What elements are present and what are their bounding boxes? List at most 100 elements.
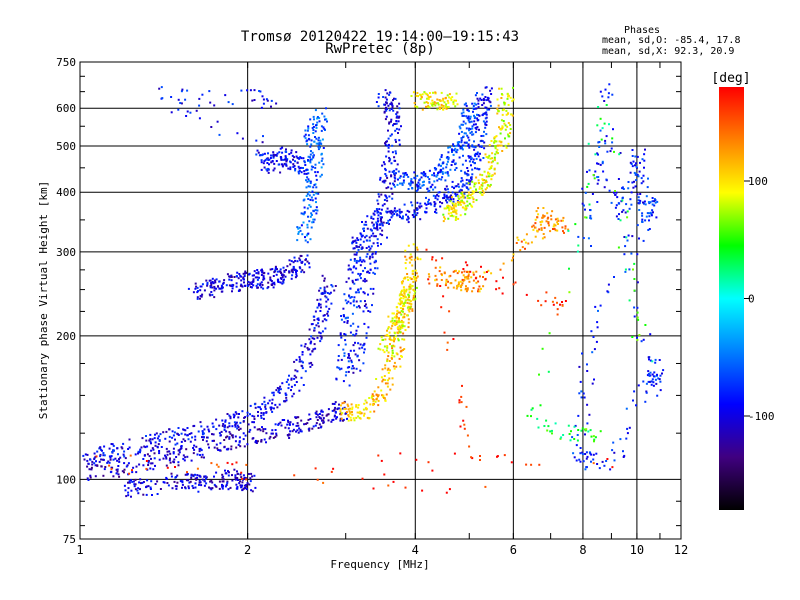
echo-point: [355, 367, 358, 370]
echo-point: [125, 465, 128, 468]
echo-point: [367, 326, 370, 329]
echo-point: [335, 417, 338, 420]
echo-point: [538, 373, 540, 376]
echo-point: [262, 272, 265, 275]
echo-point: [393, 123, 396, 125]
echo-point: [618, 213, 620, 216]
echo-point: [603, 464, 606, 467]
echo-point: [372, 212, 375, 215]
echo-point: [552, 303, 555, 306]
echo-point: [383, 473, 386, 476]
echo-point: [423, 174, 425, 177]
echo-point: [474, 123, 477, 126]
echo-point: [572, 452, 575, 455]
echo-point: [395, 127, 398, 130]
echo-point: [243, 278, 245, 281]
echo-point: [416, 258, 419, 261]
echo-point: [213, 104, 216, 107]
echo-point: [333, 403, 336, 405]
echo-point: [396, 309, 399, 312]
echo-point: [237, 416, 240, 419]
echo-point: [147, 464, 150, 466]
echo-point: [273, 154, 276, 157]
echo-point: [245, 477, 248, 480]
echo-point: [265, 157, 268, 160]
echo-point: [435, 167, 438, 170]
echo-point: [387, 129, 389, 132]
echo-point: [222, 480, 225, 483]
echo-point: [601, 127, 604, 130]
echo-point: [393, 209, 396, 212]
echo-point: [556, 308, 559, 311]
echo-point: [93, 452, 96, 455]
echo-point: [629, 161, 632, 164]
echo-point: [318, 331, 321, 334]
echo-point: [394, 322, 397, 325]
echo-point: [476, 153, 479, 156]
echo-point: [639, 161, 641, 164]
echo-point: [380, 220, 383, 223]
echo-point: [466, 187, 469, 189]
echo-point: [505, 146, 508, 149]
echo-point: [480, 139, 483, 142]
echo-point: [438, 106, 441, 109]
echo-point: [471, 102, 474, 105]
echo-point: [427, 96, 430, 99]
echo-point: [132, 480, 135, 483]
echo-point: [562, 434, 565, 436]
echo-point: [321, 157, 324, 160]
echo-point: [302, 167, 304, 169]
echo-point: [462, 196, 465, 199]
echo-point: [628, 268, 631, 271]
echo-point: [409, 276, 412, 279]
echo-point: [372, 223, 375, 226]
echo-point: [445, 196, 448, 199]
echo-point: [425, 248, 428, 251]
echo-point: [357, 305, 360, 308]
echo-point: [653, 371, 656, 374]
echo-point: [411, 204, 414, 207]
echo-point: [172, 451, 175, 454]
echo-point: [296, 370, 299, 373]
echo-point: [228, 471, 230, 474]
echo-point: [431, 258, 434, 261]
echo-point: [353, 259, 356, 262]
echo-point: [633, 390, 636, 393]
echo-point: [318, 161, 321, 164]
echo-point: [420, 205, 423, 208]
plot-frame: [79, 61, 682, 540]
echo-point: [624, 270, 627, 273]
echo-point: [296, 260, 299, 263]
echo-point: [645, 215, 648, 218]
echo-point: [307, 134, 310, 137]
echo-point: [251, 281, 254, 284]
echo-point: [269, 268, 272, 271]
echo-point: [358, 274, 361, 277]
echo-point: [223, 426, 226, 429]
echo-point: [355, 261, 358, 264]
echo-point: [353, 282, 356, 285]
echo-point: [460, 189, 463, 192]
echo-point: [387, 484, 390, 487]
echo-point: [377, 202, 380, 205]
echo-point: [475, 199, 478, 202]
echo-point: [208, 279, 211, 282]
echo-point: [400, 281, 403, 283]
echo-point: [324, 129, 326, 131]
echo-point: [410, 201, 413, 204]
echo-point: [187, 438, 190, 441]
echo-point: [304, 343, 307, 346]
echo-point: [476, 167, 479, 170]
echo-point: [452, 286, 455, 289]
echo-point: [459, 280, 462, 283]
echo-point: [628, 426, 631, 429]
echo-point: [592, 174, 595, 176]
echo-point: [373, 272, 376, 275]
echo-point: [182, 438, 185, 441]
echo-point: [223, 279, 226, 282]
echo-point: [401, 302, 404, 305]
echo-point: [355, 405, 358, 408]
echo-point: [279, 388, 282, 391]
echo-point: [319, 426, 322, 429]
echo-point: [467, 277, 470, 280]
